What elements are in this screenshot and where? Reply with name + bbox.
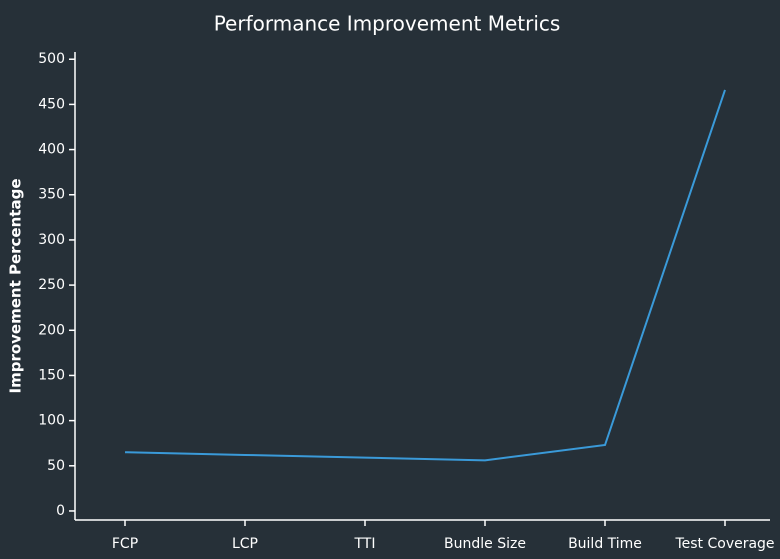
y-tick-label: 150	[38, 367, 65, 383]
x-tick-label: Bundle Size	[444, 536, 526, 552]
y-tick-label: 0	[56, 503, 65, 519]
y-tick-label: 50	[47, 458, 65, 474]
y-tick-label: 350	[38, 187, 65, 203]
x-tick-label: TTI	[354, 536, 376, 552]
line-series	[124, 89, 726, 462]
x-tick-label: Test Coverage	[674, 536, 774, 552]
y-axis-label: Improvement Percentage	[7, 179, 25, 394]
x-tick-label: Build Time	[568, 536, 642, 552]
y-tick-label: 100	[38, 413, 65, 429]
y-tick-label: 200	[38, 322, 65, 338]
y-tick-label: 400	[38, 142, 65, 158]
y-tick-label: 300	[38, 232, 65, 248]
x-tick-label: LCP	[232, 536, 258, 552]
x-tick-label: FCP	[112, 536, 138, 552]
y-tick-label: 500	[38, 51, 65, 67]
y-tick-label: 250	[38, 277, 65, 293]
chart-title: Performance Improvement Metrics	[214, 12, 561, 36]
y-tick-label: 450	[38, 96, 65, 112]
